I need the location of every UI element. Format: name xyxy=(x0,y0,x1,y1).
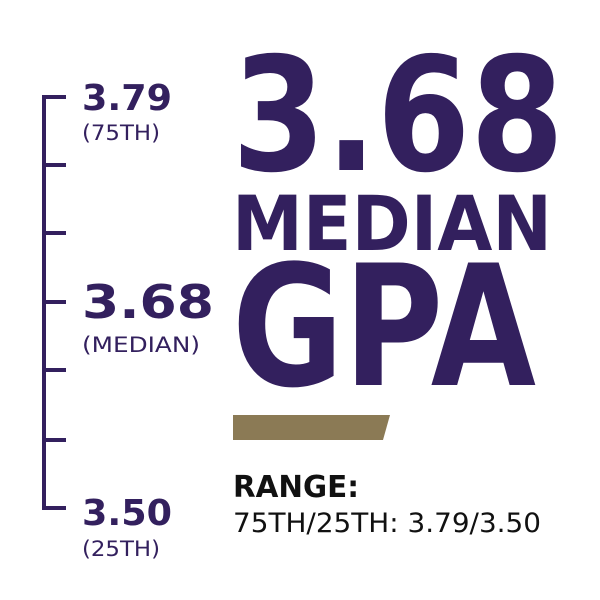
scale-note: (MEDIAN) xyxy=(82,333,200,357)
range-title: RANGE: xyxy=(233,470,359,505)
headline-number: 3.68 xyxy=(232,24,564,208)
scale-note: (75TH) xyxy=(82,121,160,145)
headline-line1: MEDIAN xyxy=(232,179,552,268)
range-text: 75TH/25TH: 3.79/3.50 xyxy=(233,508,541,539)
scale-value: 3.68 xyxy=(82,275,214,329)
scale-note: (25TH) xyxy=(82,537,160,561)
accent-bar xyxy=(233,415,390,440)
scale-axis xyxy=(42,95,66,510)
scale-value: 3.50 xyxy=(82,493,172,534)
scale-value: 3.79 xyxy=(82,78,172,119)
headline-line2: GPA xyxy=(232,229,536,425)
